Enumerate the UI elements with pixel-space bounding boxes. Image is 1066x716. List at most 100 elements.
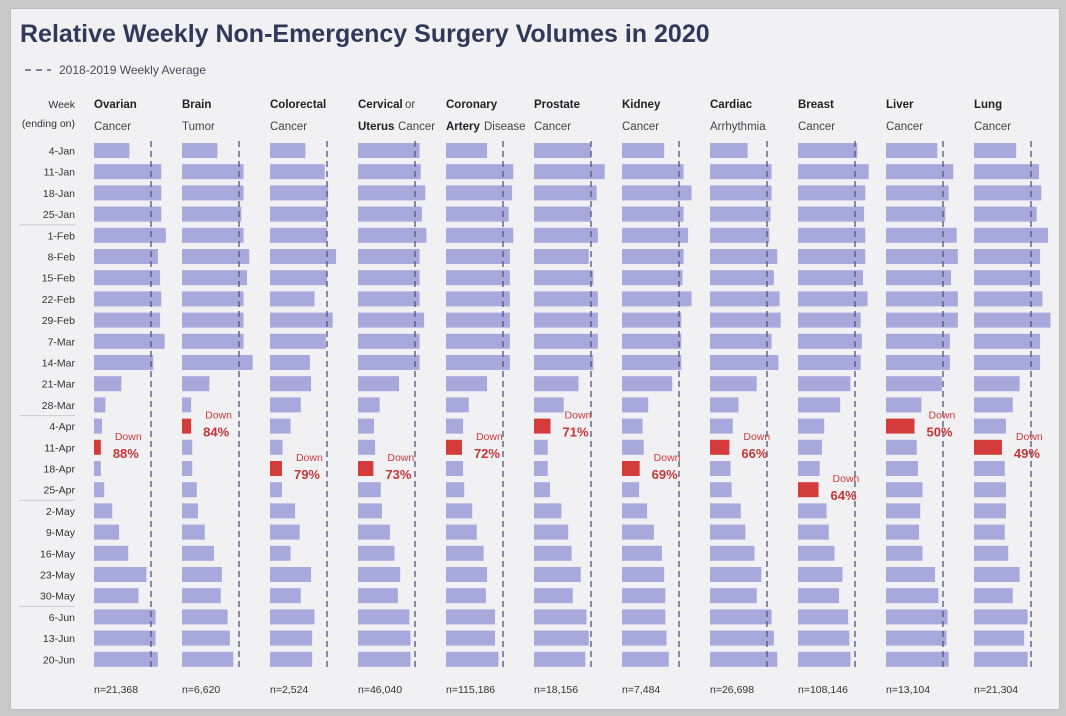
down-percent: 50% xyxy=(927,425,953,440)
bar xyxy=(622,291,692,307)
down-label: Down xyxy=(743,431,770,443)
bar xyxy=(798,588,840,604)
bar xyxy=(534,397,564,413)
bar xyxy=(270,567,312,582)
bar xyxy=(798,609,849,625)
down-percent: 84% xyxy=(203,425,229,440)
bar xyxy=(534,482,550,498)
bar xyxy=(622,206,684,222)
bar xyxy=(270,524,300,540)
bar xyxy=(622,270,683,286)
bar xyxy=(270,588,301,604)
bar xyxy=(798,312,861,328)
series-header-rest: Cancer xyxy=(534,121,571,133)
bar xyxy=(798,376,851,392)
bar xyxy=(534,164,605,180)
bar xyxy=(94,588,139,604)
bar xyxy=(974,291,1043,307)
bar xyxy=(182,249,250,264)
bar xyxy=(94,545,129,561)
bar xyxy=(94,249,158,264)
bar xyxy=(358,545,395,561)
sample-size-label: n=18,156 xyxy=(534,684,578,696)
min-bar xyxy=(94,439,101,455)
bar xyxy=(622,333,682,349)
bar xyxy=(446,143,488,158)
bar xyxy=(886,461,918,476)
bar xyxy=(622,143,665,158)
bar xyxy=(974,588,1013,604)
bar xyxy=(886,270,951,286)
week-label: 8-Feb xyxy=(48,252,76,264)
week-label: 11-Jan xyxy=(44,167,75,179)
bar xyxy=(182,567,222,582)
week-label: 13-Jun xyxy=(43,633,75,645)
bar xyxy=(94,227,166,243)
bar xyxy=(182,461,193,476)
down-label: Down xyxy=(296,452,323,464)
series-header-rest: or xyxy=(405,99,415,111)
bar xyxy=(94,376,122,392)
bar xyxy=(886,227,957,243)
bar xyxy=(358,333,420,349)
bar xyxy=(710,376,757,392)
bar xyxy=(622,588,666,604)
week-label: 28-Mar xyxy=(42,400,76,412)
week-label: 15-Feb xyxy=(42,273,75,285)
bar xyxy=(886,312,958,328)
chart-body: 4-Jan 11-Jan 18-Jan 25-Jan 1-Feb 8-Feb 15-Feb 2… xyxy=(19,99,1051,696)
bar xyxy=(886,376,942,392)
bar xyxy=(534,312,598,328)
bar xyxy=(182,397,192,413)
bar xyxy=(270,609,315,625)
bar xyxy=(622,651,669,667)
bar xyxy=(710,545,755,561)
bar xyxy=(446,461,464,476)
bar xyxy=(358,439,376,455)
bar xyxy=(182,355,253,370)
down-label: Down xyxy=(929,410,956,422)
bar xyxy=(94,312,161,328)
series-header-bold: Colorectal xyxy=(270,99,326,111)
bar xyxy=(886,143,938,158)
bar xyxy=(710,312,781,328)
bar xyxy=(358,630,411,646)
bar xyxy=(798,630,850,646)
bar xyxy=(974,418,1006,434)
bar xyxy=(270,312,333,328)
bar xyxy=(446,227,514,243)
bar xyxy=(446,333,510,349)
bar xyxy=(534,143,591,158)
bar xyxy=(710,206,771,222)
legend-label: 2018-2019 Weekly Average xyxy=(59,63,206,77)
series-header-rest: Tumor xyxy=(182,121,215,133)
bar xyxy=(534,524,569,540)
bar xyxy=(446,206,509,222)
bar xyxy=(270,206,327,222)
bar xyxy=(270,164,325,180)
sample-size-label: n=46,040 xyxy=(358,684,402,696)
bar xyxy=(974,333,1041,349)
week-label: 4-Jan xyxy=(49,146,75,158)
week-label: 25-Apr xyxy=(43,485,75,497)
bar xyxy=(622,227,689,243)
row-header-week: Week xyxy=(48,99,75,111)
bar xyxy=(358,249,420,264)
bar xyxy=(446,630,496,646)
bar xyxy=(358,376,400,392)
bar xyxy=(182,588,221,604)
bar xyxy=(710,355,779,370)
bar xyxy=(974,355,1041,370)
bar xyxy=(534,206,591,222)
bar xyxy=(358,312,425,328)
bar xyxy=(798,143,858,158)
week-label: 20-Jun xyxy=(43,654,75,666)
bar xyxy=(886,333,950,349)
sample-size-label: n=2,524 xyxy=(270,684,308,696)
min-bar xyxy=(270,461,282,476)
bar xyxy=(622,355,682,370)
bar xyxy=(974,503,1006,519)
bar xyxy=(182,503,198,519)
series-header-rest-2: Cancer xyxy=(398,121,435,133)
down-percent: 69% xyxy=(652,467,678,482)
